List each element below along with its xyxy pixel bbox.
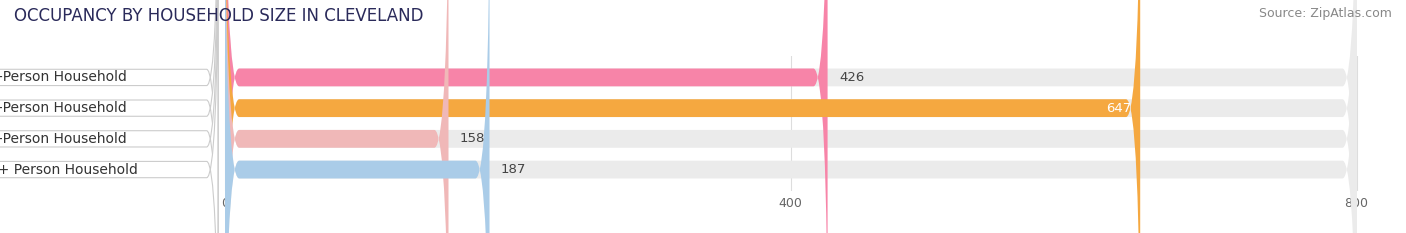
FancyBboxPatch shape [225,0,1357,233]
Text: 1-Person Household: 1-Person Household [0,70,127,84]
FancyBboxPatch shape [225,0,828,233]
FancyBboxPatch shape [0,0,218,233]
Text: 158: 158 [460,132,485,145]
FancyBboxPatch shape [225,0,489,233]
Text: 647: 647 [1107,102,1132,115]
FancyBboxPatch shape [225,0,1140,233]
Text: 426: 426 [839,71,865,84]
Text: OCCUPANCY BY HOUSEHOLD SIZE IN CLEVELAND: OCCUPANCY BY HOUSEHOLD SIZE IN CLEVELAND [14,7,423,25]
FancyBboxPatch shape [225,0,1357,233]
FancyBboxPatch shape [0,0,218,233]
Text: Source: ZipAtlas.com: Source: ZipAtlas.com [1258,7,1392,20]
Text: 2-Person Household: 2-Person Household [0,101,127,115]
FancyBboxPatch shape [225,0,1357,233]
FancyBboxPatch shape [225,0,1357,233]
FancyBboxPatch shape [225,0,449,233]
FancyBboxPatch shape [0,0,218,233]
Text: 4+ Person Household: 4+ Person Household [0,163,138,177]
Text: 187: 187 [501,163,526,176]
Text: 3-Person Household: 3-Person Household [0,132,127,146]
FancyBboxPatch shape [0,0,218,233]
